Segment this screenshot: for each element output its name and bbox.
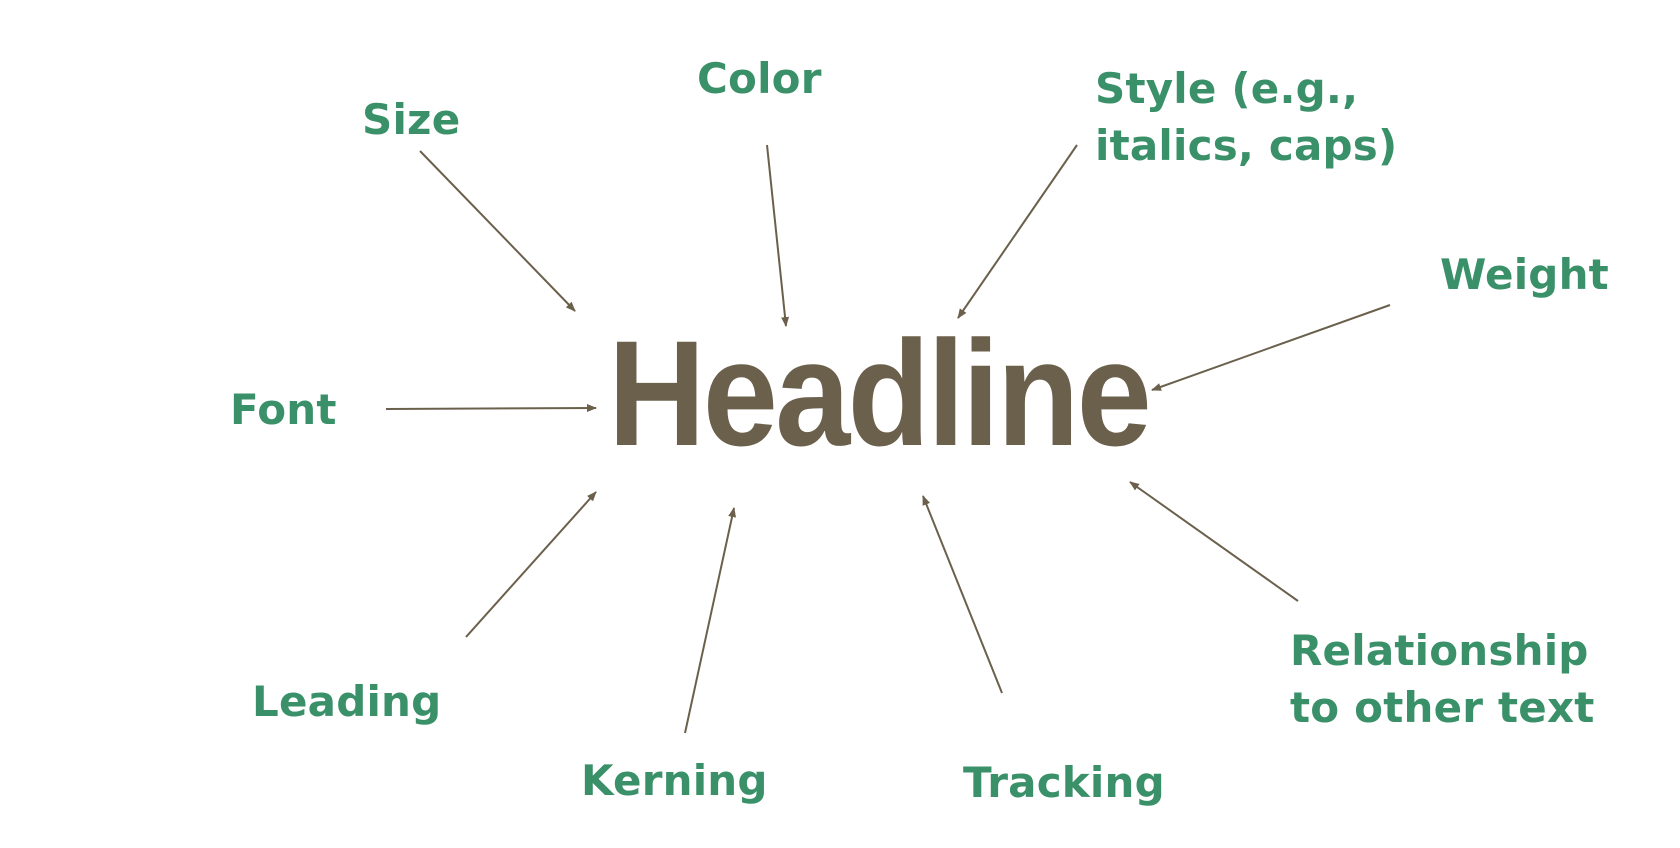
- headline-center: Headline: [608, 309, 1152, 477]
- label-font: Font: [230, 381, 337, 438]
- label-color-line: Color: [697, 54, 822, 103]
- arrow-font: [385, 404, 597, 413]
- label-relationship-line-2: to other text: [1290, 683, 1595, 732]
- label-style-line-2: italics, caps): [1095, 121, 1398, 170]
- arrow-color: [766, 144, 790, 327]
- arrow-tracking: [922, 495, 1003, 694]
- label-relationship: Relationship to other text: [1290, 622, 1595, 736]
- label-color: Color: [697, 50, 822, 107]
- arrow-size: [419, 150, 576, 312]
- arrow-weight: [1151, 304, 1391, 391]
- label-leading: Leading: [252, 673, 441, 730]
- arrow-relationship: [1129, 481, 1299, 602]
- label-font-line: Font: [230, 385, 337, 434]
- label-tracking: Tracking: [963, 754, 1165, 811]
- label-size-line: Size: [362, 95, 461, 144]
- arrow-style: [957, 144, 1078, 319]
- label-tracking-line: Tracking: [963, 758, 1165, 807]
- arrow-kerning: [684, 507, 736, 734]
- label-style: Style (e.g., italics, caps): [1095, 60, 1397, 174]
- label-relationship-line-1: Relationship: [1290, 626, 1589, 675]
- label-kerning-line: Kerning: [581, 756, 768, 805]
- label-weight-line: Weight: [1440, 250, 1609, 299]
- arrow-leading: [465, 491, 597, 638]
- label-size: Size: [362, 91, 460, 148]
- label-weight: Weight: [1440, 246, 1609, 303]
- label-leading-line: Leading: [252, 677, 442, 726]
- label-kerning: Kerning: [581, 752, 768, 809]
- label-style-line-1: Style (e.g.,: [1095, 64, 1359, 113]
